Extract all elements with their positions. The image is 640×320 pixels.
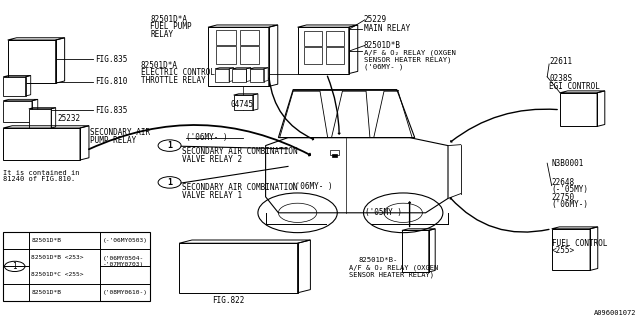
Text: ('06MY-): ('06MY-) xyxy=(552,200,589,209)
Text: VALVE RELAY 2: VALVE RELAY 2 xyxy=(182,155,243,164)
Bar xyxy=(232,69,246,82)
Bar xyxy=(304,47,322,64)
Text: 22750: 22750 xyxy=(552,193,575,202)
Text: 1: 1 xyxy=(167,178,172,187)
Text: 82501D*A: 82501D*A xyxy=(141,61,178,70)
Text: (-'06MY0503): (-'06MY0503) xyxy=(103,238,148,243)
Text: N3B0001: N3B0001 xyxy=(552,159,584,168)
Bar xyxy=(3,101,32,122)
Bar xyxy=(298,27,349,74)
Text: ('06MY- ): ('06MY- ) xyxy=(364,63,403,70)
Bar xyxy=(234,95,253,110)
Text: 22611: 22611 xyxy=(549,57,572,66)
Text: 81240 of FIG.810.: 81240 of FIG.810. xyxy=(3,176,76,182)
Text: 25232: 25232 xyxy=(58,114,81,123)
Bar xyxy=(8,40,56,83)
Text: FIG.835: FIG.835 xyxy=(95,106,127,115)
Text: 25229: 25229 xyxy=(364,15,387,24)
Bar xyxy=(326,47,344,64)
Bar xyxy=(250,69,264,82)
Text: RELAY: RELAY xyxy=(150,30,173,39)
Bar xyxy=(208,27,269,86)
Text: 1: 1 xyxy=(167,141,172,150)
Bar xyxy=(330,150,339,155)
Text: A/F & O₂ RELAY (OXGEN: A/F & O₂ RELAY (OXGEN xyxy=(364,49,456,56)
Text: A/F & O₂ RELAY (OXGEN: A/F & O₂ RELAY (OXGEN xyxy=(349,265,438,271)
Text: 82501D*A: 82501D*A xyxy=(150,15,188,24)
Bar xyxy=(3,128,80,160)
Text: FUEL PUMP: FUEL PUMP xyxy=(150,22,192,31)
Bar xyxy=(216,46,236,64)
Text: FIG.810: FIG.810 xyxy=(95,77,127,86)
Text: SENSOR HEATER RELAY): SENSOR HEATER RELAY) xyxy=(364,56,451,63)
Text: 1: 1 xyxy=(12,262,17,271)
Text: 82501D*B: 82501D*B xyxy=(31,290,61,295)
Bar xyxy=(216,30,236,45)
Bar xyxy=(240,30,259,45)
Bar xyxy=(552,229,590,270)
Text: 82501D*C <255>: 82501D*C <255> xyxy=(31,273,84,277)
Text: ('06MY0504-
-'07MY0703): ('06MY0504- -'07MY0703) xyxy=(103,256,144,267)
Text: (-'05MY): (-'05MY) xyxy=(552,185,589,194)
Text: VALVE RELAY 1: VALVE RELAY 1 xyxy=(182,191,243,200)
Text: 22648: 22648 xyxy=(552,178,575,187)
Bar xyxy=(3,77,26,96)
Text: 82501D*B <253>: 82501D*B <253> xyxy=(31,255,84,260)
Text: <255>: <255> xyxy=(552,246,575,255)
Text: FIG.822: FIG.822 xyxy=(212,296,245,305)
Bar xyxy=(332,154,337,157)
Text: It is contained in: It is contained in xyxy=(3,170,80,176)
Text: ('06MY- ): ('06MY- ) xyxy=(291,182,333,191)
Text: SECONDARY AIR COMBINATION: SECONDARY AIR COMBINATION xyxy=(182,183,298,192)
Text: MAIN RELAY: MAIN RELAY xyxy=(364,24,410,33)
Bar xyxy=(179,243,298,293)
Text: SECONDARY AIR: SECONDARY AIR xyxy=(90,128,150,137)
Text: THROTTLE RELAY: THROTTLE RELAY xyxy=(141,76,205,85)
Text: SENSOR HEATER RELAY): SENSOR HEATER RELAY) xyxy=(349,272,434,278)
Text: FUEL CONTROL: FUEL CONTROL xyxy=(552,239,607,248)
Bar xyxy=(304,31,322,46)
Bar xyxy=(402,230,429,272)
Text: FIG.835: FIG.835 xyxy=(95,55,127,64)
Text: PUMP RELAY: PUMP RELAY xyxy=(90,136,136,145)
Text: ('06MY- ): ('06MY- ) xyxy=(186,133,227,142)
Bar xyxy=(215,69,229,82)
Bar xyxy=(240,46,259,64)
Text: 04745: 04745 xyxy=(230,100,253,109)
Text: ('08MY0610-): ('08MY0610-) xyxy=(103,290,148,295)
Text: A096001072: A096001072 xyxy=(595,310,637,316)
Text: 82501D*B: 82501D*B xyxy=(364,41,401,50)
Bar xyxy=(3,232,150,301)
Text: ('05MY ): ('05MY ) xyxy=(365,208,402,217)
Bar xyxy=(326,31,344,46)
Text: SECONDARY AIR COMBINATION: SECONDARY AIR COMBINATION xyxy=(182,147,298,156)
Bar xyxy=(560,93,597,126)
Text: 82501D*B: 82501D*B xyxy=(31,238,61,243)
Text: 82501D*B-: 82501D*B- xyxy=(358,257,398,263)
Text: EGI CONTROL: EGI CONTROL xyxy=(549,82,600,91)
Text: ELECTRIC CONTROL: ELECTRIC CONTROL xyxy=(141,68,215,77)
Text: 0238S: 0238S xyxy=(549,74,572,83)
Bar xyxy=(29,109,51,128)
